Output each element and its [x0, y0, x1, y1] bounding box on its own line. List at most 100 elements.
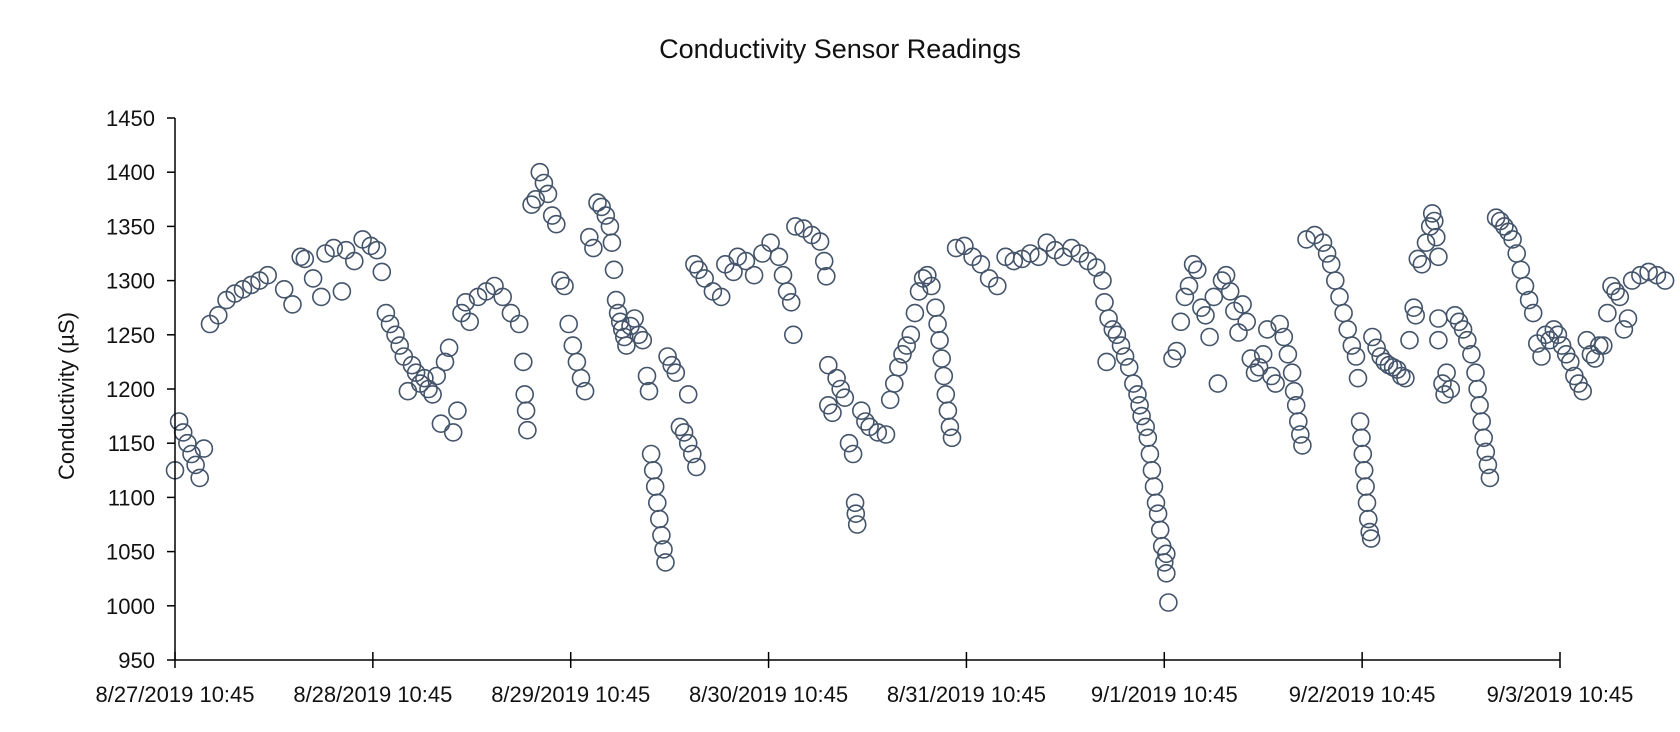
data-point [851, 401, 871, 421]
data-point [617, 336, 636, 355]
data-point [1472, 412, 1491, 431]
data-point [1115, 347, 1135, 366]
data-point [1171, 312, 1191, 332]
data-point [1284, 381, 1304, 401]
data-point [1429, 330, 1448, 350]
y-tick-label: 1300 [106, 269, 155, 294]
data-point [186, 455, 205, 475]
data-point [946, 238, 966, 258]
data-point [1266, 374, 1285, 393]
data-point [1480, 468, 1500, 488]
data-point [431, 414, 451, 434]
data-point [606, 290, 626, 310]
data-point [1462, 344, 1481, 364]
data-point [1478, 455, 1498, 475]
y-tick-label: 1050 [106, 540, 155, 565]
data-point [1427, 227, 1446, 247]
data-point [839, 433, 859, 453]
data-point [905, 303, 925, 323]
data-point [643, 460, 663, 480]
data-point [843, 444, 863, 464]
data-point [1111, 336, 1131, 355]
data-point [194, 439, 214, 458]
data-point [1420, 217, 1440, 236]
data-point [901, 325, 921, 345]
data-point [423, 385, 442, 404]
data-point [1490, 211, 1510, 231]
data-point [1208, 374, 1228, 393]
data-point [1458, 330, 1477, 350]
data-point [1130, 395, 1149, 415]
data-point [415, 368, 434, 388]
data-point [932, 349, 952, 368]
data-point [711, 287, 731, 307]
data-point [1338, 320, 1357, 339]
chart-title: Conductivity Sensor Readings [659, 34, 1021, 64]
data-points [165, 162, 1675, 612]
y-tick-label: 1100 [108, 485, 155, 510]
data-point [639, 381, 659, 401]
data-point [614, 327, 634, 347]
data-point [522, 195, 541, 214]
data-point [1157, 544, 1176, 564]
data-point [1093, 271, 1112, 290]
data-point [1577, 330, 1597, 350]
data-point [516, 401, 536, 421]
data-point [1087, 258, 1106, 277]
data-point [274, 279, 294, 299]
data-point [1359, 509, 1378, 529]
data-point [1357, 493, 1377, 513]
data-point [670, 417, 690, 437]
data-point [344, 251, 364, 271]
data-point [1400, 330, 1419, 350]
data-point [1099, 309, 1118, 328]
y-tick-label: 1150 [108, 431, 155, 456]
data-point [884, 374, 904, 393]
data-point [1142, 460, 1162, 480]
data-point [1350, 412, 1370, 431]
data-point [530, 162, 550, 182]
data-point [501, 303, 521, 323]
data-point [1396, 368, 1415, 388]
data-point [182, 444, 201, 464]
data-point [1107, 325, 1127, 345]
data-point [1167, 341, 1186, 361]
data-point [654, 540, 673, 559]
data-point [1379, 355, 1399, 375]
data-point [922, 276, 941, 296]
data-point [1326, 271, 1345, 290]
data-point [761, 233, 780, 252]
data-point [827, 368, 846, 388]
data-point [658, 347, 677, 366]
data-point [637, 366, 657, 386]
data-point [1097, 352, 1116, 372]
data-point [513, 352, 533, 372]
data-point [1544, 320, 1564, 339]
data-point [456, 292, 475, 312]
data-point [1589, 336, 1609, 355]
data-point [555, 276, 574, 296]
data-point [1468, 379, 1487, 399]
data-point [546, 214, 566, 234]
y-tick-label: 1250 [106, 323, 155, 348]
data-point [868, 423, 888, 442]
data-point [816, 266, 836, 286]
data-point [846, 504, 866, 524]
data-point [1573, 381, 1592, 401]
data-point [695, 269, 715, 288]
data-point [1229, 323, 1248, 342]
data-point [1614, 320, 1634, 339]
data-point [1313, 233, 1333, 252]
data-point [753, 244, 772, 263]
data-point [448, 401, 467, 421]
data-point [336, 240, 356, 260]
data-point [1183, 254, 1203, 274]
data-point [934, 366, 954, 386]
data-point [602, 233, 622, 252]
data-point [604, 260, 624, 280]
data-point [173, 423, 193, 442]
data-point [1233, 295, 1252, 314]
data-point [1346, 347, 1366, 366]
data-point [1103, 320, 1123, 339]
